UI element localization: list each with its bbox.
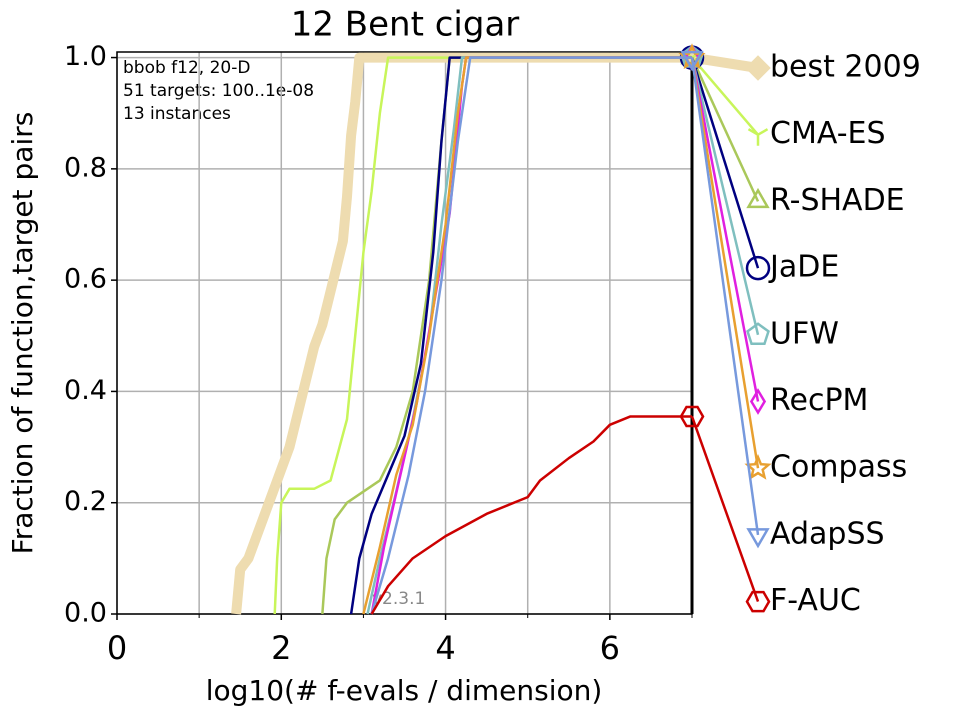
x-tick-label: 0 xyxy=(107,629,127,667)
y-tick-label: 0.0 xyxy=(64,598,107,629)
y-tick-label: 1.0 xyxy=(64,41,107,72)
legend-label: RecPM xyxy=(770,383,868,418)
legend-marker xyxy=(746,322,770,345)
series-line xyxy=(362,56,692,615)
legend-marker xyxy=(745,590,771,613)
watermark: v2.3.1 xyxy=(372,589,425,609)
series-line xyxy=(231,52,692,615)
legend-marker xyxy=(749,388,767,415)
legend-marker xyxy=(746,187,770,209)
series-line xyxy=(349,56,692,615)
legend-marker xyxy=(747,128,769,146)
plot-frame xyxy=(116,51,693,615)
legend-link xyxy=(690,57,760,536)
legend-link xyxy=(690,57,760,336)
y-tick-label: 0.2 xyxy=(64,486,107,517)
y-axis-label: Fraction of function,target pairs xyxy=(6,112,39,555)
legend-label: best 2009 xyxy=(770,50,921,85)
x-tick-label: 2 xyxy=(271,629,291,667)
x-axis-label: log10(# f-evals / dimension) xyxy=(206,674,603,707)
y-tick-label: 0.8 xyxy=(64,152,107,183)
legend-link xyxy=(690,57,760,269)
y-tick-label: 0.4 xyxy=(64,375,107,406)
annotation: 13 instances xyxy=(123,104,231,124)
legend-label: CMA-ES xyxy=(770,116,886,151)
legend-link xyxy=(690,57,760,202)
legend-label: AdapSS xyxy=(770,516,885,551)
legend-link xyxy=(690,57,760,469)
legend-link xyxy=(690,416,760,603)
legend-label: R-SHADE xyxy=(770,183,905,218)
y-tick-label: 0.6 xyxy=(64,264,107,295)
annotation: bbob f12, 20-D xyxy=(123,58,250,78)
chart-title: 12 Bent cigar xyxy=(291,5,520,45)
x-tick-label: 4 xyxy=(435,629,455,667)
series-line xyxy=(370,56,692,615)
data-marker xyxy=(680,50,704,72)
legend-label: F-AUC xyxy=(770,583,861,618)
data-marker xyxy=(679,405,705,428)
x-tick-label: 6 xyxy=(600,629,620,667)
annotation: 51 targets: 100..1e-08 xyxy=(123,81,314,101)
series-line xyxy=(273,56,692,615)
legend-marker xyxy=(744,453,772,480)
legend-marker xyxy=(745,55,771,81)
legend-label: JaDE xyxy=(768,250,839,285)
series-line xyxy=(370,415,692,615)
legend-marker xyxy=(745,255,771,281)
grid xyxy=(116,52,693,615)
series-line xyxy=(366,56,692,615)
legend-link xyxy=(691,56,759,136)
legend-label: UFW xyxy=(770,316,839,351)
legend-marker xyxy=(746,528,770,549)
legend-label: Compass xyxy=(770,450,907,485)
legend-link xyxy=(690,57,760,402)
